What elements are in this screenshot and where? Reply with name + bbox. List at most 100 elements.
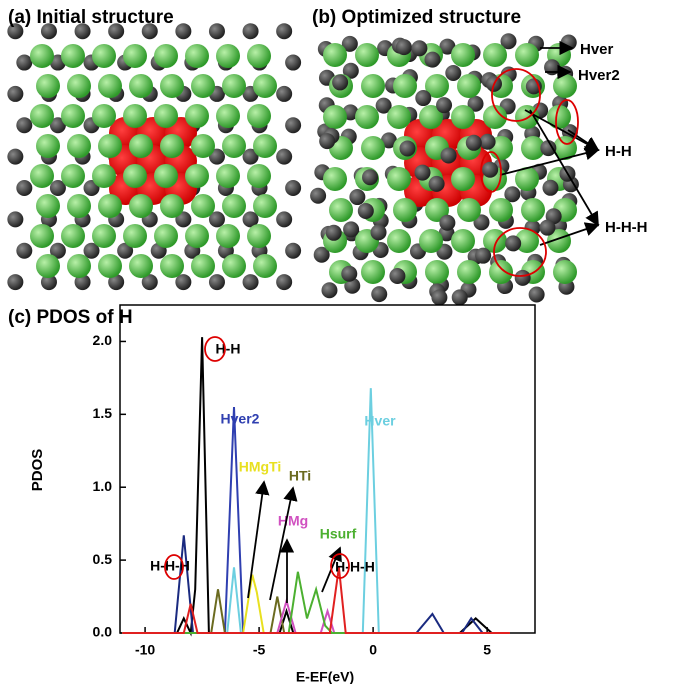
atom: [285, 243, 301, 259]
atom: [185, 224, 209, 248]
atom: [451, 105, 475, 129]
pdos-line: [122, 388, 510, 633]
atom: [332, 74, 348, 90]
atom: [355, 105, 379, 129]
atom: [191, 194, 215, 218]
atom: [129, 254, 153, 278]
atom: [431, 290, 447, 306]
atom: [451, 43, 475, 67]
atom: [326, 225, 342, 241]
atom: [222, 74, 246, 98]
atom: [222, 134, 246, 158]
y-tick-label: 1.5: [93, 405, 113, 421]
atom: [247, 164, 271, 188]
atom: [30, 104, 54, 128]
atom: [542, 180, 558, 196]
atom: [451, 167, 475, 191]
atom: [160, 254, 184, 278]
atom: [424, 52, 440, 68]
x-tick-label: 0: [369, 642, 377, 658]
atom: [154, 44, 178, 68]
atom: [185, 44, 209, 68]
atom: [209, 274, 225, 290]
atom: [415, 90, 431, 106]
atom: [191, 74, 215, 98]
structure-label: Hver: [580, 41, 614, 58]
atom: [36, 194, 60, 218]
atom: [216, 164, 240, 188]
atom: [61, 104, 85, 128]
atom: [329, 198, 353, 222]
atom: [61, 224, 85, 248]
atom: [191, 134, 215, 158]
pdos-line: [122, 535, 510, 633]
atom: [349, 189, 365, 205]
atom: [16, 55, 32, 71]
atom: [475, 248, 491, 264]
atom: [276, 149, 292, 165]
pdos-line: [122, 407, 510, 633]
series-label: Hver2: [221, 411, 260, 427]
atom: [92, 44, 116, 68]
atom: [7, 274, 23, 290]
x-tick-label: -10: [135, 642, 155, 658]
atom: [222, 194, 246, 218]
atom: [321, 282, 337, 298]
atom: [276, 274, 292, 290]
initial-structure: [7, 23, 301, 290]
y-tick-label: 0.5: [93, 551, 113, 567]
atom: [92, 224, 116, 248]
atom: [67, 134, 91, 158]
chart-title: (c) PDOS of H: [8, 307, 133, 328]
x-axis-label: E-EF(eV): [296, 669, 354, 684]
atom: [371, 286, 387, 302]
atom: [480, 134, 496, 150]
atom: [285, 117, 301, 133]
atom: [216, 44, 240, 68]
atom: [154, 104, 178, 128]
atom: [361, 74, 385, 98]
structure-label: H-H-H: [605, 219, 648, 236]
atom: [123, 224, 147, 248]
atom: [98, 254, 122, 278]
atom: [515, 43, 539, 67]
atom: [160, 134, 184, 158]
atom: [452, 289, 468, 305]
atom: [489, 198, 513, 222]
atom: [310, 188, 326, 204]
atom: [7, 149, 23, 165]
atom: [343, 221, 359, 237]
panel-title: (a) Initial structure: [8, 7, 174, 28]
atom: [30, 44, 54, 68]
series-label: Hsurf: [320, 526, 357, 542]
atom: [129, 194, 153, 218]
atom: [539, 220, 555, 236]
atom: [36, 74, 60, 98]
atom: [529, 286, 545, 302]
atom: [483, 43, 507, 67]
atom: [419, 229, 443, 253]
atom: [247, 104, 271, 128]
atom: [36, 254, 60, 278]
atom: [7, 211, 23, 227]
pdos-line: [122, 601, 510, 633]
atom: [276, 211, 292, 227]
atom: [387, 105, 411, 129]
atom: [216, 104, 240, 128]
atom: [285, 55, 301, 71]
atom: [361, 260, 385, 284]
atom: [243, 23, 259, 39]
atom: [387, 167, 411, 191]
plot-frame: [120, 305, 535, 633]
atom: [253, 194, 277, 218]
atom: [441, 147, 457, 163]
atom: [16, 180, 32, 196]
atom: [216, 224, 240, 248]
atom: [505, 235, 521, 251]
atom: [67, 194, 91, 218]
atom: [515, 270, 531, 286]
atom: [222, 254, 246, 278]
atom: [393, 198, 417, 222]
x-tick-label: 5: [483, 642, 491, 658]
atom: [67, 254, 91, 278]
